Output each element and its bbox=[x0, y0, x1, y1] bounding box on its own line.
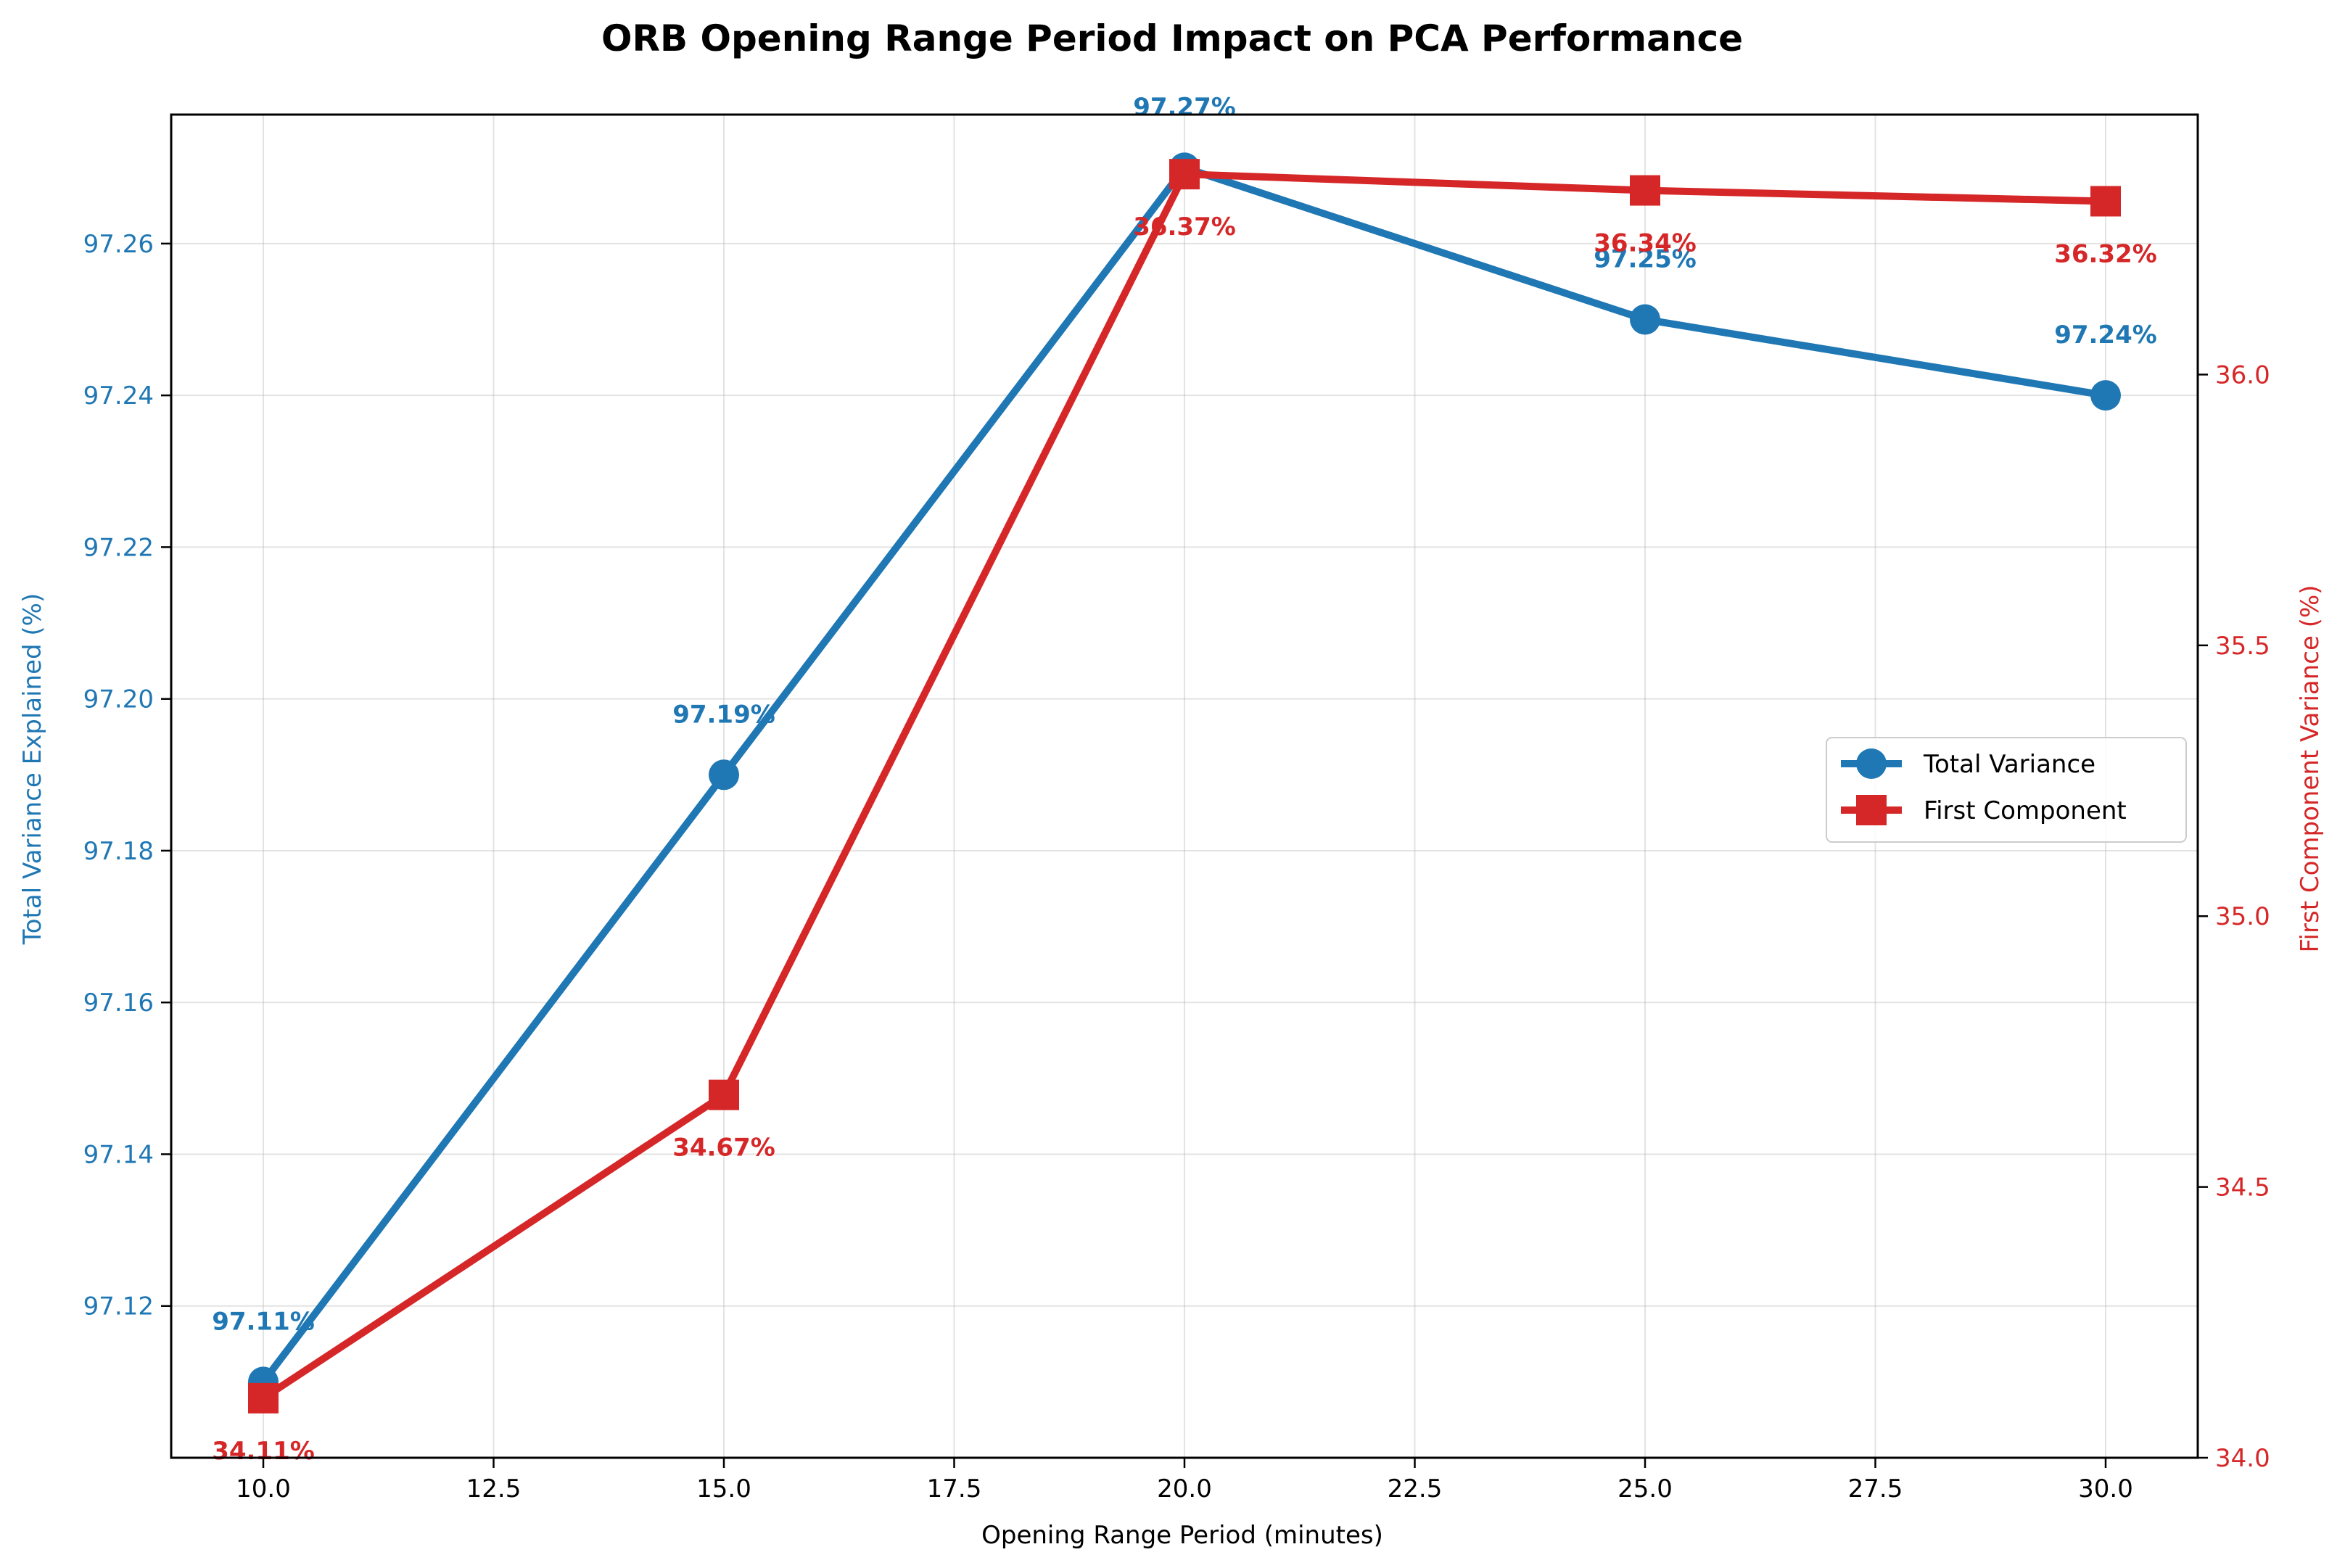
legend-box bbox=[1826, 737, 2187, 843]
data-label: 36.34% bbox=[1594, 229, 1697, 258]
legend-label: Total Variance bbox=[1923, 750, 2095, 779]
grid-lines bbox=[171, 115, 2198, 1458]
x-tick-label: 25.0 bbox=[1617, 1474, 1673, 1503]
data-label: 34.67% bbox=[672, 1134, 775, 1163]
plot-frame bbox=[170, 113, 2199, 1459]
x-tick-label: 22.5 bbox=[1388, 1474, 1443, 1503]
y-tick-label: 97.18 bbox=[83, 837, 154, 866]
data-label: 36.32% bbox=[2054, 239, 2157, 268]
data-labels: 97.11%97.19%97.27%97.25%97.24%34.11%34.6… bbox=[212, 93, 2157, 1466]
y2-tick-label: 36.0 bbox=[2215, 360, 2270, 389]
legend-label: First Component bbox=[1924, 796, 2127, 825]
y-tick-label: 97.12 bbox=[83, 1292, 154, 1321]
data-label: 36.37% bbox=[1133, 212, 1236, 242]
x-axis-label: Opening Range Period (minutes) bbox=[981, 1521, 1383, 1550]
data-label: 97.24% bbox=[2054, 321, 2157, 350]
y2-tick-label: 35.5 bbox=[2215, 632, 2270, 661]
data-point-marker bbox=[2090, 380, 2121, 411]
x-tick-label: 30.0 bbox=[2078, 1474, 2133, 1503]
y-tick-label: 97.20 bbox=[83, 685, 154, 714]
y-tick-label: 97.22 bbox=[83, 533, 154, 562]
legend-marker bbox=[1856, 795, 1887, 825]
data-point-marker bbox=[1169, 159, 1200, 190]
y2-tick-label: 34.0 bbox=[2215, 1444, 2270, 1473]
x-tick-label: 12.5 bbox=[466, 1474, 522, 1503]
y-tick-label: 97.16 bbox=[83, 989, 154, 1018]
y-tick-label: 97.26 bbox=[83, 230, 154, 259]
data-point-marker bbox=[709, 1079, 739, 1110]
y-tick-label: 97.24 bbox=[83, 381, 154, 410]
data-label: 97.27% bbox=[1133, 93, 1236, 122]
legend: Total Variance First Component bbox=[1826, 737, 2187, 843]
data-label: 97.19% bbox=[672, 700, 775, 729]
y-axis-label-left: Total Variance Explained (%) bbox=[18, 593, 47, 946]
data-point-marker bbox=[1630, 304, 1660, 335]
legend-marker bbox=[1856, 748, 1887, 779]
chart-title: ORB Opening Range Period Impact on PCA P… bbox=[601, 17, 1743, 59]
data-label: 97.11% bbox=[212, 1307, 315, 1336]
axes: 10.0 12.5 15.0 17.5 20.0 22.5 25.0 27.5 30.0 97.1… bbox=[83, 113, 2270, 1503]
series-layer bbox=[248, 152, 2121, 1414]
x-tick-label: 27.5 bbox=[1848, 1474, 1903, 1503]
y2-tick-label: 35.0 bbox=[2215, 902, 2270, 931]
data-point-marker bbox=[1630, 175, 1660, 206]
data-label: 97.25% bbox=[1594, 245, 1697, 274]
x-tick-label: 20.0 bbox=[1157, 1474, 1212, 1503]
x-tick-label: 17.5 bbox=[927, 1474, 982, 1503]
y-tick-label: 97.14 bbox=[83, 1140, 154, 1169]
y2-tick-label: 34.5 bbox=[2215, 1173, 2270, 1202]
y-axis-label-right: First Component Variance (%) bbox=[2296, 585, 2325, 952]
data-point-marker bbox=[709, 759, 739, 791]
data-point-marker bbox=[248, 1382, 279, 1414]
x-tick-label: 15.0 bbox=[696, 1474, 751, 1503]
x-tick-label: 10.0 bbox=[236, 1474, 291, 1503]
data-point-marker bbox=[2090, 186, 2121, 217]
